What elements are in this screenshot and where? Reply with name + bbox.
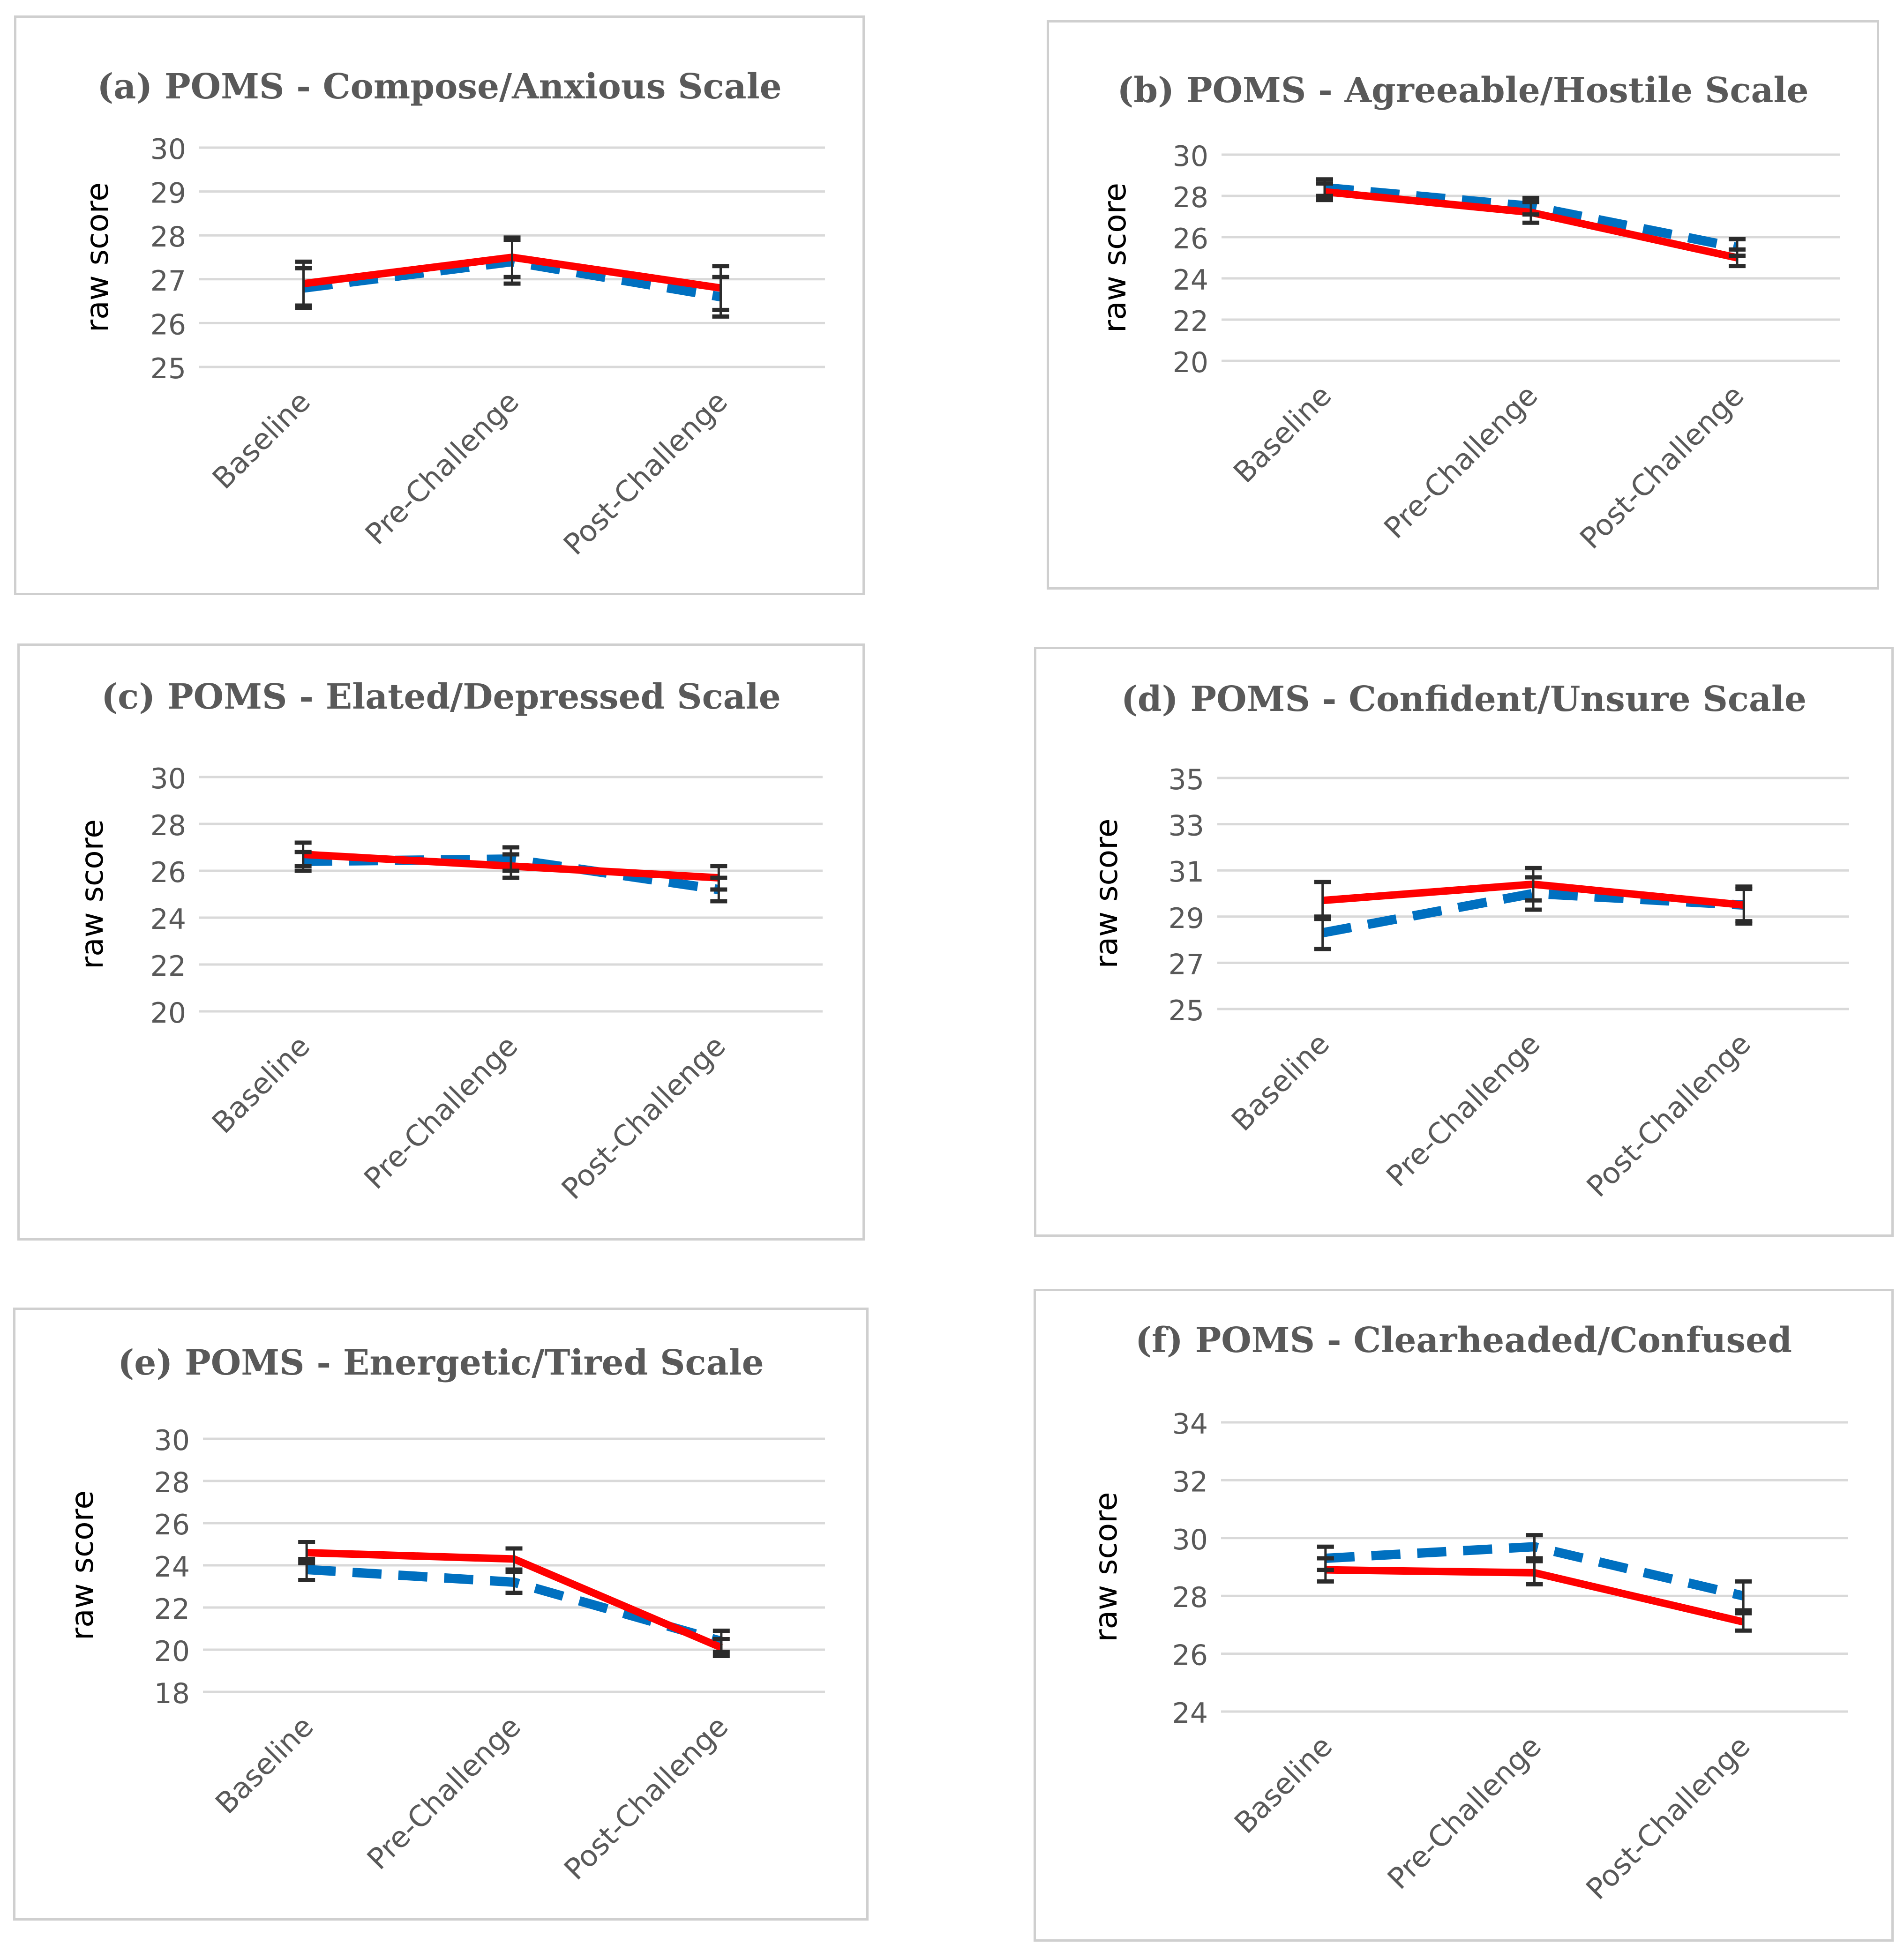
y-tick-label: 24 bbox=[1172, 1697, 1208, 1730]
y-tick-label: 20 bbox=[1173, 346, 1208, 379]
y-tick-label: 20 bbox=[150, 997, 186, 1030]
chart-a-svg: (a) POMS - Compose/Anxious Scale 25 26 27 28… bbox=[79, 67, 825, 561]
chart-d-svg: (d) POMS - Confident/Unsure Scale 25 27 29 3… bbox=[1088, 679, 1849, 1204]
y-tick-label: 26 bbox=[1172, 1639, 1208, 1672]
y-tick-label: 26 bbox=[150, 308, 186, 341]
y-tick-label: 26 bbox=[154, 1509, 190, 1541]
chart-panel-e: (e) POMS - Energetic/Tired Scale 18 20 22 24… bbox=[13, 1308, 869, 1921]
x-tick-label: Post-Challenge bbox=[557, 384, 734, 561]
x-tick-label: Post-Challenge bbox=[1580, 1026, 1757, 1204]
chart-panel-f: (f) POMS - Clearheaded/Confused 24 26 28 30 3… bbox=[1034, 1289, 1894, 1942]
y-tick-label: 30 bbox=[1173, 140, 1208, 173]
x-tick-label: Post-Challenge bbox=[1579, 1729, 1756, 1906]
y-tick-label: 31 bbox=[1169, 856, 1204, 889]
chart-title: (e) POMS - Energetic/Tired Scale bbox=[118, 1343, 764, 1383]
x-tick-label: Pre-Challenge bbox=[1381, 1729, 1548, 1896]
y-tick-label: 28 bbox=[1173, 181, 1208, 214]
y-tick-label: 26 bbox=[1173, 223, 1208, 255]
y-tick-label: 24 bbox=[150, 903, 186, 936]
chart-f-svg: (f) POMS - Clearheaded/Confused 24 26 28 30 3… bbox=[1088, 1320, 1848, 1906]
x-tick-label: Post-Challenge bbox=[555, 1029, 732, 1206]
y-tick-label: 20 bbox=[154, 1635, 190, 1668]
y-tick-label: 22 bbox=[150, 950, 186, 983]
y-axis-label: raw score bbox=[1097, 183, 1133, 333]
chart-panel-d: (d) POMS - Confident/Unsure Scale 25 27 29 3… bbox=[1034, 647, 1894, 1237]
y-tick-label: 25 bbox=[1169, 994, 1204, 1027]
y-tick-label: 34 bbox=[1172, 1408, 1208, 1441]
chart-panel-c: (c) POMS - Elated/Depressed Scale 20 22 24 2… bbox=[17, 643, 865, 1241]
y-tick-label: 28 bbox=[154, 1466, 190, 1499]
y-tick-label: 29 bbox=[150, 177, 186, 210]
x-tick-label: Baseline bbox=[1228, 1729, 1339, 1840]
y-tick-label: 35 bbox=[1169, 763, 1204, 796]
x-tick-label: Baseline bbox=[1225, 1026, 1336, 1137]
y-tick-label: 30 bbox=[154, 1424, 190, 1457]
chart-title: (a) POMS - Compose/Anxious Scale bbox=[97, 67, 782, 107]
x-tick-label: Baseline bbox=[206, 384, 317, 495]
y-tick-label: 28 bbox=[1172, 1581, 1208, 1614]
y-tick-label: 27 bbox=[1169, 948, 1204, 981]
y-tick-label: 30 bbox=[150, 763, 186, 795]
y-tick-label: 24 bbox=[154, 1551, 190, 1584]
y-tick-label: 22 bbox=[1173, 305, 1208, 338]
chart-e-svg: (e) POMS - Energetic/Tired Scale 18 20 22 24… bbox=[64, 1343, 825, 1886]
chart-title: (c) POMS - Elated/Depressed Scale bbox=[101, 677, 781, 717]
x-tick-label: Pre-Challenge bbox=[359, 384, 525, 551]
y-tick-label: 22 bbox=[154, 1593, 190, 1626]
chart-title: (b) POMS - Agreeable/Hostile Scale bbox=[1117, 70, 1808, 111]
x-tick-label: Baseline bbox=[205, 1029, 316, 1140]
x-tick-label: Baseline bbox=[209, 1709, 320, 1820]
chart-c-svg: (c) POMS - Elated/Depressed Scale 20 22 24 2… bbox=[74, 677, 823, 1206]
y-axis-label: raw score bbox=[74, 819, 110, 969]
x-tick-label: Post-Challenge bbox=[557, 1709, 735, 1886]
chart-panel-b: (b) POMS - Agreeable/Hostile Scale 20 22 24… bbox=[1047, 20, 1879, 590]
y-tick-label: 30 bbox=[150, 133, 186, 166]
series-line-dashed bbox=[1321, 889, 1744, 938]
y-tick-label: 30 bbox=[1172, 1524, 1208, 1556]
x-tick-label: Post-Challenge bbox=[1573, 378, 1750, 555]
chart-panel-a: (a) POMS - Compose/Anxious Scale 25 26 27 28… bbox=[14, 15, 865, 595]
chart-title: (f) POMS - Clearheaded/Confused bbox=[1135, 1320, 1792, 1361]
y-tick-label: 32 bbox=[1172, 1466, 1208, 1498]
y-axis-label: raw score bbox=[79, 182, 115, 332]
chart-b-svg: (b) POMS - Agreeable/Hostile Scale 20 22 24… bbox=[1097, 70, 1840, 555]
y-axis-label: raw score bbox=[1088, 819, 1124, 969]
chart-title: (d) POMS - Confident/Unsure Scale bbox=[1121, 679, 1807, 719]
y-axis-label: raw score bbox=[1088, 1492, 1124, 1642]
x-tick-label: Pre-Challenge bbox=[1377, 378, 1544, 545]
y-tick-label: 28 bbox=[150, 809, 186, 842]
y-tick-label: 27 bbox=[150, 265, 186, 298]
y-tick-label: 28 bbox=[150, 221, 186, 254]
x-tick-label: Pre-Challenge bbox=[360, 1709, 527, 1876]
y-tick-label: 26 bbox=[150, 856, 186, 889]
y-tick-label: 33 bbox=[1169, 810, 1204, 843]
x-tick-label: Pre-Challenge bbox=[1379, 1026, 1546, 1193]
y-axis-label: raw score bbox=[64, 1490, 100, 1640]
y-tick-label: 25 bbox=[150, 352, 186, 385]
y-tick-label: 29 bbox=[1169, 902, 1204, 935]
x-tick-label: Pre-Challenge bbox=[357, 1029, 524, 1196]
x-tick-label: Baseline bbox=[1227, 378, 1338, 489]
y-tick-label: 24 bbox=[1173, 264, 1208, 297]
y-tick-label: 18 bbox=[154, 1677, 190, 1710]
